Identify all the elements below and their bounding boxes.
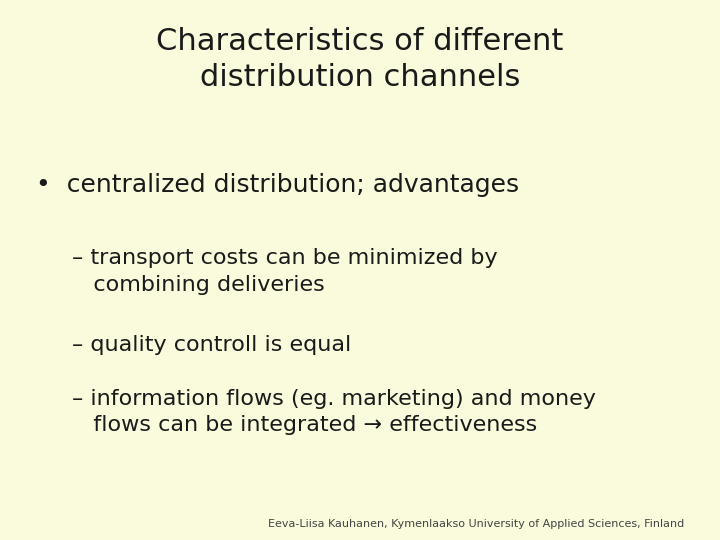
Text: – transport costs can be minimized by
   combining deliveries: – transport costs can be minimized by co… — [72, 248, 498, 295]
Text: Characteristics of different
distribution channels: Characteristics of different distributio… — [156, 27, 564, 92]
Text: •  centralized distribution; advantages: • centralized distribution; advantages — [36, 173, 519, 197]
Text: – information flows (eg. marketing) and money
   flows can be integrated → effec: – information flows (eg. marketing) and … — [72, 389, 596, 435]
Text: – quality controll is equal: – quality controll is equal — [72, 335, 351, 355]
Text: Eeva-Liisa Kauhanen, Kymenlaakso University of Applied Sciences, Finland: Eeva-Liisa Kauhanen, Kymenlaakso Univers… — [268, 519, 684, 529]
